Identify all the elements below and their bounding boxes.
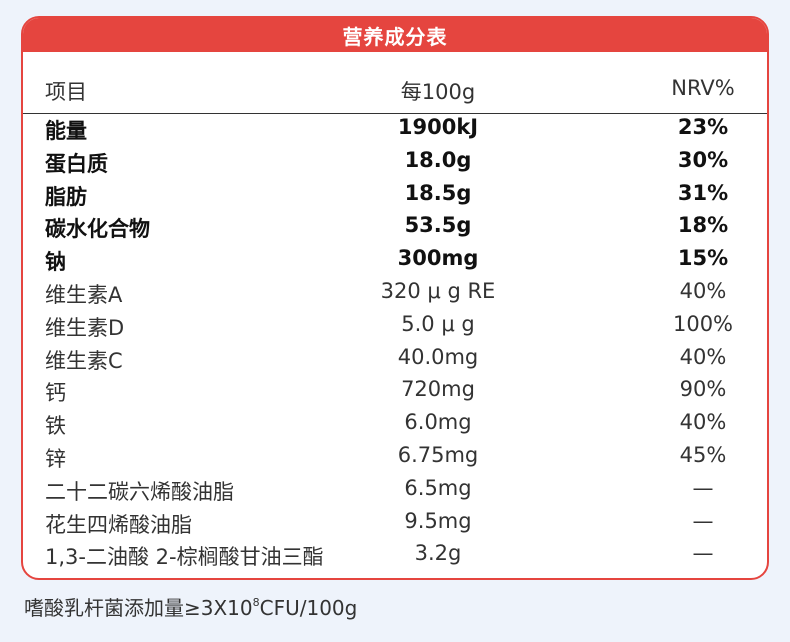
table-header: 项目 每100g NRV% bbox=[23, 54, 767, 114]
row-name: 钠 bbox=[45, 250, 66, 275]
footer-text: 嗜酸乳杆菌添加量≥3X10 bbox=[24, 596, 253, 620]
table-row: 碳水化合物 53.5g 18% bbox=[23, 208, 767, 241]
table-row: 锌 6.75mg 45% bbox=[23, 438, 767, 471]
table-body: 能量 1900kJ 23% 蛋白质 18.0g 30% 脂肪 18.5g 31% 碳水化合物 53.… bbox=[23, 110, 767, 569]
table-row: 蛋白质 18.0g 30% bbox=[23, 143, 767, 176]
row-nrv: 40% bbox=[679, 344, 727, 369]
row-value: 320 μ g RE bbox=[380, 278, 496, 303]
row-value: 53.5g bbox=[404, 213, 472, 238]
table-row: 能量 1900kJ 23% bbox=[23, 110, 767, 143]
table-row: 花生四烯酸油脂 9.5mg — bbox=[23, 504, 767, 537]
footer-note: 嗜酸乳杆菌添加量≥3X108CFU/100g bbox=[24, 592, 357, 621]
row-value: 1900kJ bbox=[397, 115, 479, 139]
table-row: 维生素C 40.0mg 40% bbox=[23, 340, 767, 373]
row-name: 维生素D bbox=[45, 315, 125, 340]
row-nrv: — bbox=[692, 475, 714, 500]
row-name: 钙 bbox=[45, 381, 66, 406]
table-row: 1,3-二油酸 2-棕榈酸甘油三酯 3.2g — bbox=[23, 536, 767, 569]
row-name: 碳水化合物 bbox=[45, 217, 150, 242]
row-value: 6.0mg bbox=[404, 410, 472, 435]
row-value: 5.0 μ g bbox=[401, 311, 475, 336]
row-name: 1,3-二油酸 2-棕榈酸甘油三酯 bbox=[45, 545, 324, 570]
row-nrv: — bbox=[692, 508, 714, 533]
row-nrv: 31% bbox=[677, 180, 729, 205]
nutrition-table: 营养成分表 项目 每100g NRV% 能量 1900kJ 23% 蛋白质 18.0g 3… bbox=[21, 16, 769, 580]
row-nrv: 18% bbox=[677, 213, 729, 238]
row-nrv: 45% bbox=[679, 442, 727, 467]
row-value: 300mg bbox=[397, 246, 479, 271]
row-value: 6.5mg bbox=[404, 475, 472, 500]
row-name: 蛋白质 bbox=[45, 151, 108, 176]
row-nrv: 100% bbox=[672, 311, 734, 336]
row-name: 二十二碳六烯酸油脂 bbox=[45, 479, 234, 504]
row-name: 能量 bbox=[45, 119, 87, 143]
row-name: 锌 bbox=[45, 446, 66, 471]
row-value: 18.5g bbox=[404, 180, 472, 205]
footer-exponent: 8 bbox=[252, 596, 260, 609]
footer-unit: CFU/100g bbox=[259, 596, 358, 620]
table-row: 维生素A 320 μ g RE 40% bbox=[23, 274, 767, 307]
row-name: 铁 bbox=[45, 414, 66, 439]
row-value: 6.75mg bbox=[397, 442, 479, 467]
table-row: 铁 6.0mg 40% bbox=[23, 405, 767, 438]
row-nrv: 40% bbox=[679, 278, 727, 303]
row-value: 40.0mg bbox=[397, 344, 479, 369]
row-nrv: 30% bbox=[677, 147, 729, 172]
row-value: 18.0g bbox=[404, 147, 472, 172]
table-row: 钙 720mg 90% bbox=[23, 372, 767, 405]
table-row: 脂肪 18.5g 31% bbox=[23, 176, 767, 209]
row-name: 维生素A bbox=[45, 282, 123, 307]
row-nrv: 90% bbox=[679, 377, 727, 402]
header-item: 项目 bbox=[45, 80, 87, 104]
row-value: 3.2g bbox=[414, 541, 462, 566]
row-nrv: 23% bbox=[677, 115, 729, 139]
row-value: 9.5mg bbox=[404, 508, 472, 533]
header-per100g: 每100g bbox=[400, 80, 476, 104]
header-nrv: NRV% bbox=[671, 76, 735, 100]
row-name: 维生素C bbox=[45, 348, 123, 373]
row-nrv: 40% bbox=[679, 410, 727, 435]
table-title: 营养成分表 bbox=[23, 18, 767, 52]
row-name: 花生四烯酸油脂 bbox=[45, 512, 192, 537]
table-row: 维生素D 5.0 μ g 100% bbox=[23, 307, 767, 340]
row-nrv: 15% bbox=[677, 246, 729, 271]
row-nrv: — bbox=[692, 541, 714, 566]
row-name: 脂肪 bbox=[45, 184, 87, 209]
table-row: 钠 300mg 15% bbox=[23, 241, 767, 274]
table-row: 二十二碳六烯酸油脂 6.5mg — bbox=[23, 471, 767, 504]
row-value: 720mg bbox=[401, 377, 475, 402]
